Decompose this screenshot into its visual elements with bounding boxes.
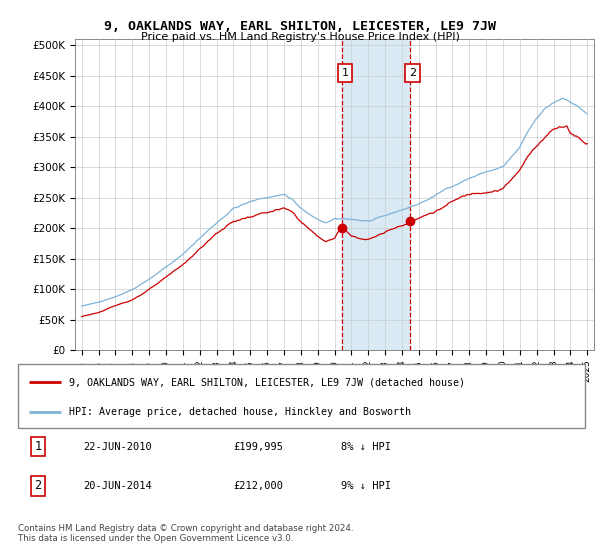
Text: HPI: Average price, detached house, Hinckley and Bosworth: HPI: Average price, detached house, Hinc… [69, 407, 411, 417]
Text: 9, OAKLANDS WAY, EARL SHILTON, LEICESTER, LE9 7JW: 9, OAKLANDS WAY, EARL SHILTON, LEICESTER… [104, 20, 496, 32]
Text: 9, OAKLANDS WAY, EARL SHILTON, LEICESTER, LE9 7JW (detached house): 9, OAKLANDS WAY, EARL SHILTON, LEICESTER… [69, 377, 465, 387]
Text: 2: 2 [34, 479, 41, 492]
Text: 9% ↓ HPI: 9% ↓ HPI [341, 481, 391, 491]
FancyBboxPatch shape [18, 364, 585, 428]
Text: Price paid vs. HM Land Registry's House Price Index (HPI): Price paid vs. HM Land Registry's House … [140, 32, 460, 42]
Text: 2: 2 [409, 68, 416, 78]
Text: 1: 1 [341, 68, 349, 78]
Text: 1: 1 [34, 440, 41, 453]
Text: £199,995: £199,995 [233, 442, 283, 451]
Text: Contains HM Land Registry data © Crown copyright and database right 2024.
This d: Contains HM Land Registry data © Crown c… [18, 524, 353, 543]
Text: 22-JUN-2010: 22-JUN-2010 [83, 442, 152, 451]
Text: 8% ↓ HPI: 8% ↓ HPI [341, 442, 391, 451]
Text: 20-JUN-2014: 20-JUN-2014 [83, 481, 152, 491]
Bar [343, 39, 410, 350]
Text: £212,000: £212,000 [233, 481, 283, 491]
